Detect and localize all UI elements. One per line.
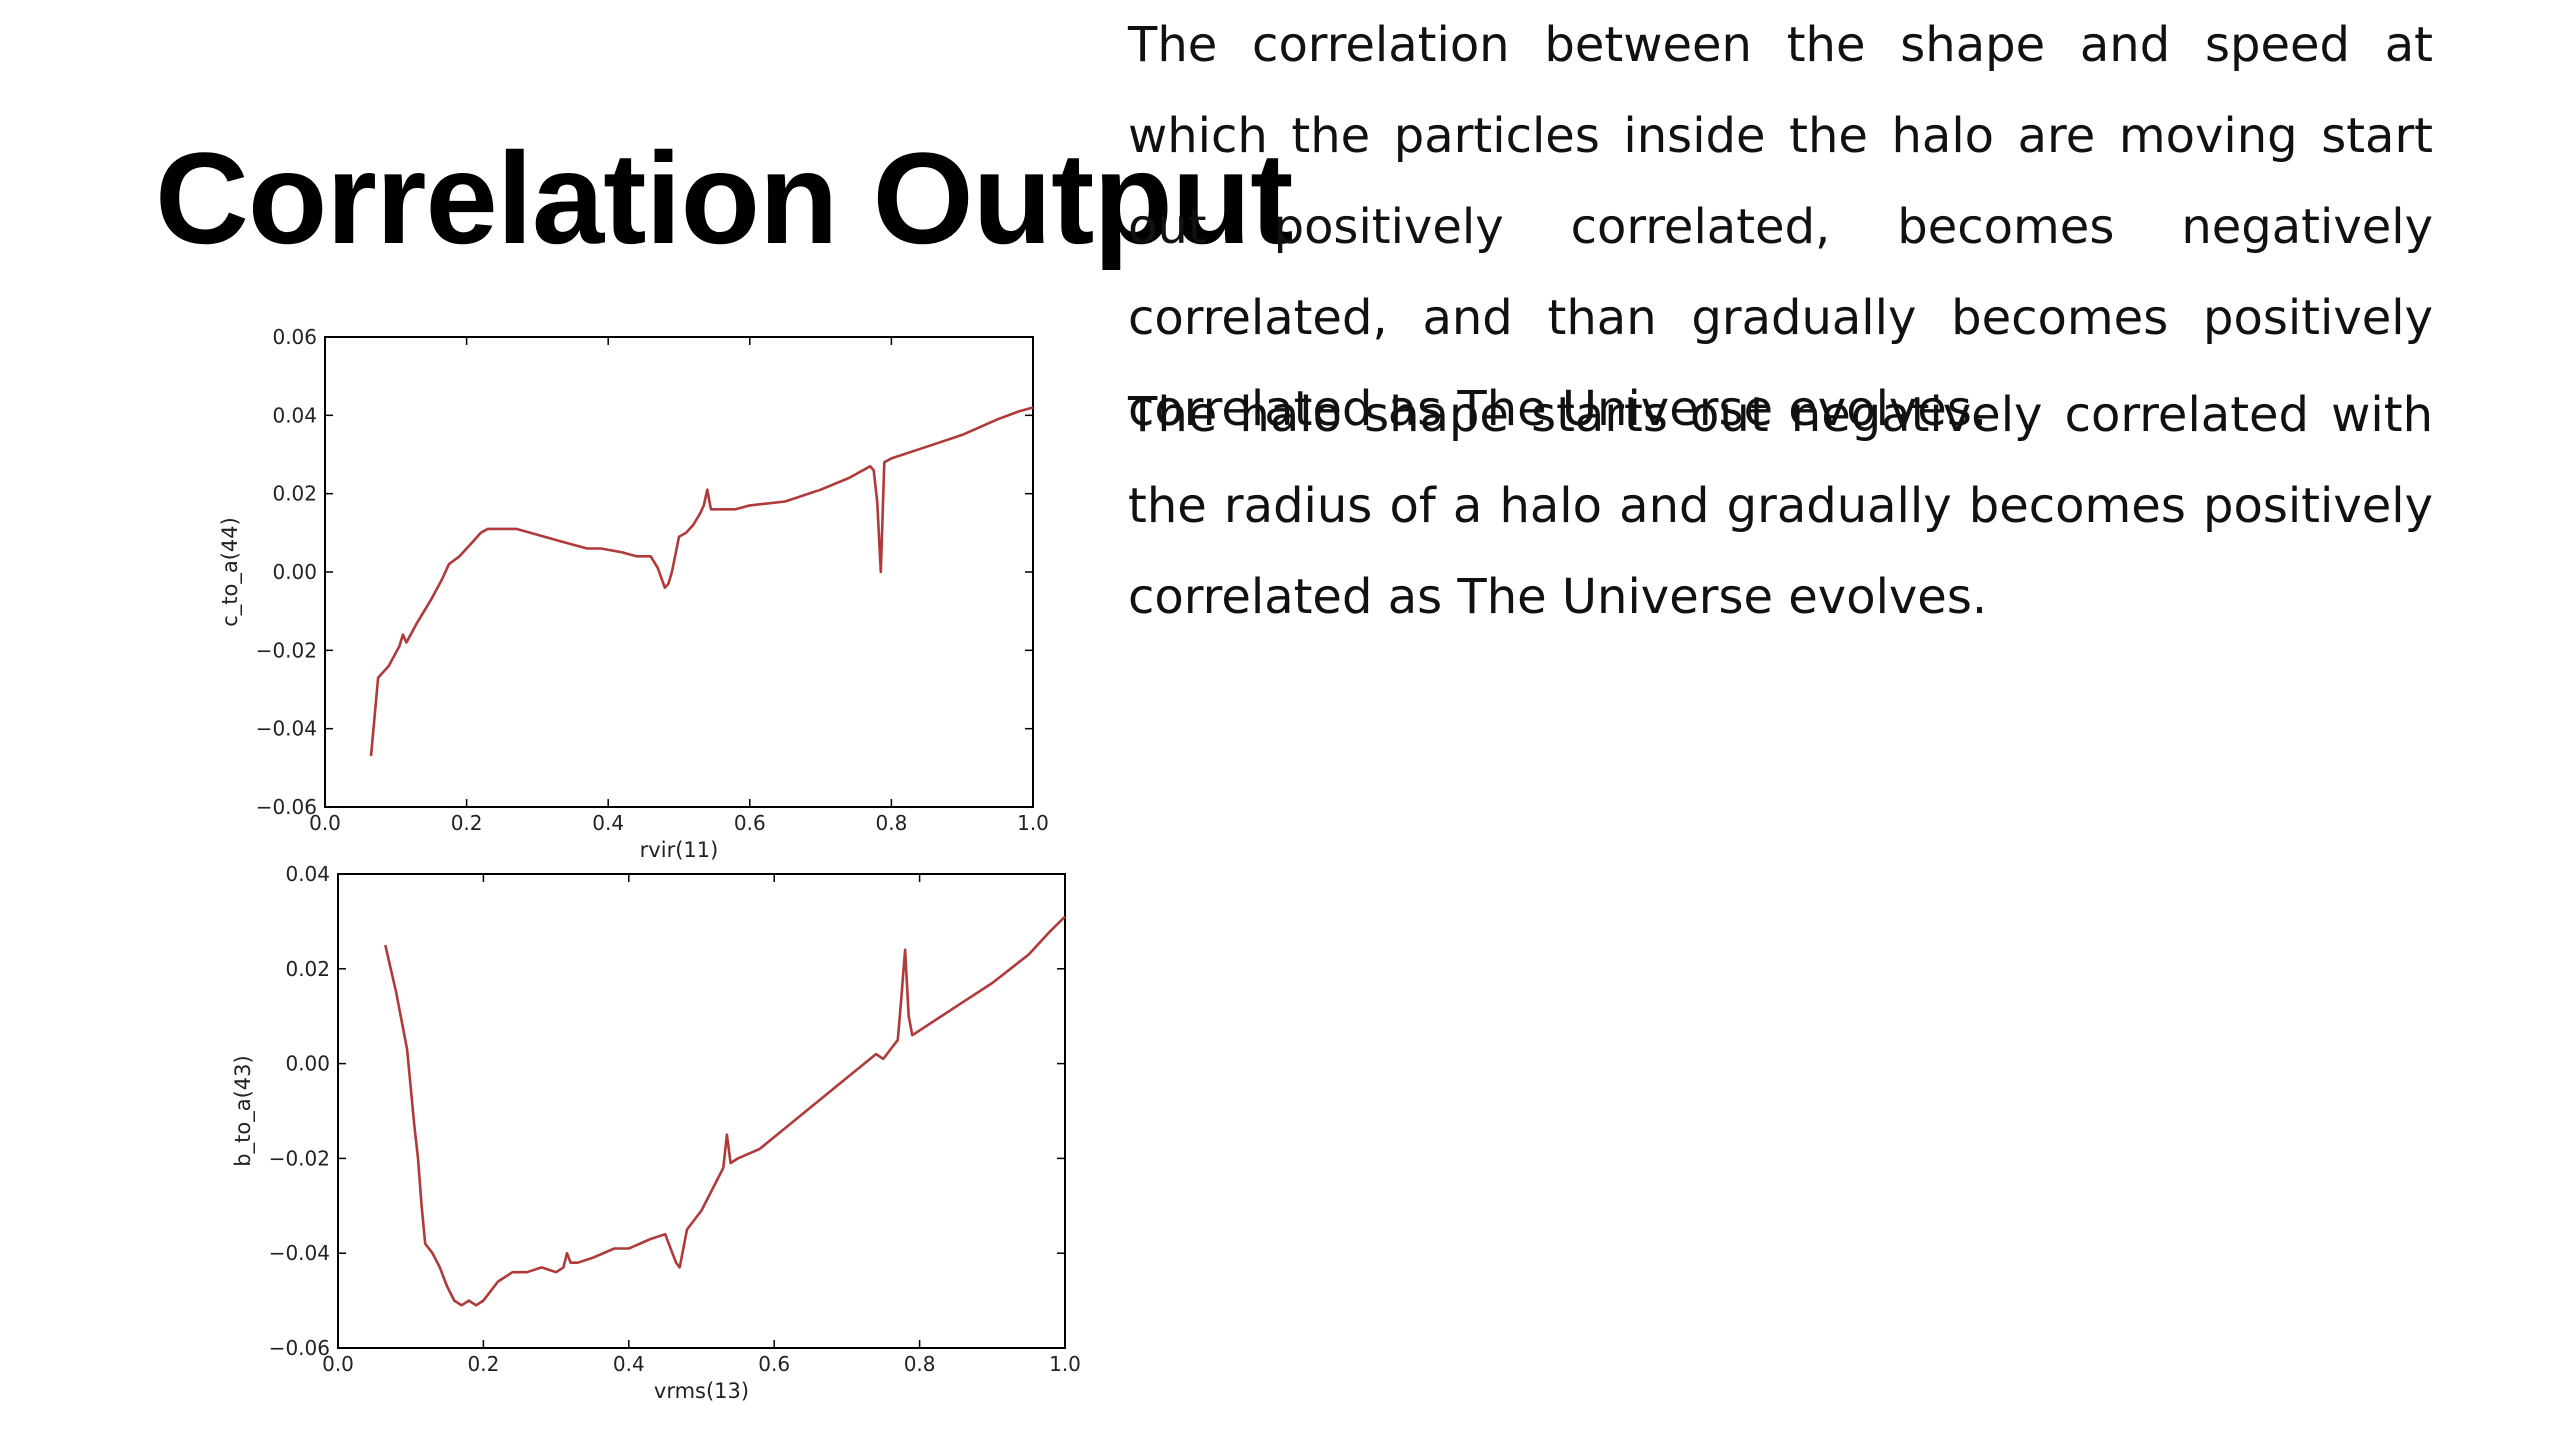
x-tick-label: 0.2 [467,1352,499,1376]
x-tick-label: 0.0 [309,811,341,835]
x-axis-label: vrms(13) [654,1379,749,1403]
y-tick-label: −0.04 [269,1241,330,1265]
plot-frame [324,336,1034,808]
y-tick-label: 0.02 [285,957,330,981]
y-tick-label: −0.02 [256,638,317,662]
description-paragraph-2: The correlation between the shape and sp… [1128,17,2433,437]
x-axis-label: rvir(11) [640,838,719,862]
x-tick-label: 0.4 [613,1352,645,1376]
plot-frame [337,873,1066,1349]
y-tick-label: −0.04 [256,717,317,741]
y-axis-label: b_to_a(43) [231,1055,256,1166]
y-tick-label: −0.06 [269,1336,330,1360]
x-tick-label: 0.6 [758,1352,790,1376]
y-tick-label: −0.02 [269,1146,330,1170]
y-tick-label: 0.04 [285,862,330,886]
y-tick-label: 0.06 [272,325,317,349]
x-tick-label: 0.2 [451,811,483,835]
y-tick-label: −0.06 [256,795,317,819]
x-tick-label: 1.0 [1017,811,1049,835]
y-tick-label: 0.02 [272,482,317,506]
x-tick-label: 1.0 [1049,1352,1081,1376]
series-line [384,915,1066,1307]
y-tick-label: 0.00 [285,1052,330,1076]
y-axis-label: c_to_a(44) [218,517,243,627]
chart-b-to-a-vs-vrms: 0.0 0.2 0.4 0.6 0.8 1.0 0.04 0.02 0.00 −0.02 −0.04… [231,862,1081,1403]
x-tick-label: 0.8 [904,1352,936,1376]
x-tick-label: 0.0 [322,1352,354,1376]
series-line [369,406,1034,757]
y-tick-label: 0.04 [272,403,317,427]
chart-c-to-a-vs-rvir: 0.0 0.2 0.4 0.6 0.8 1.0 0.06 0.04 0.02 0.00 −0.02 −… [218,325,1049,862]
slide-title: Correlation Output [155,125,1293,271]
x-tick-label: 0.6 [734,811,766,835]
x-tick-label: 0.4 [592,811,624,835]
y-tick-label: 0.00 [272,560,317,584]
description-paragraph-1: The halo shape starts out negatively cor… [1128,387,2433,625]
x-tick-label: 0.8 [875,811,907,835]
